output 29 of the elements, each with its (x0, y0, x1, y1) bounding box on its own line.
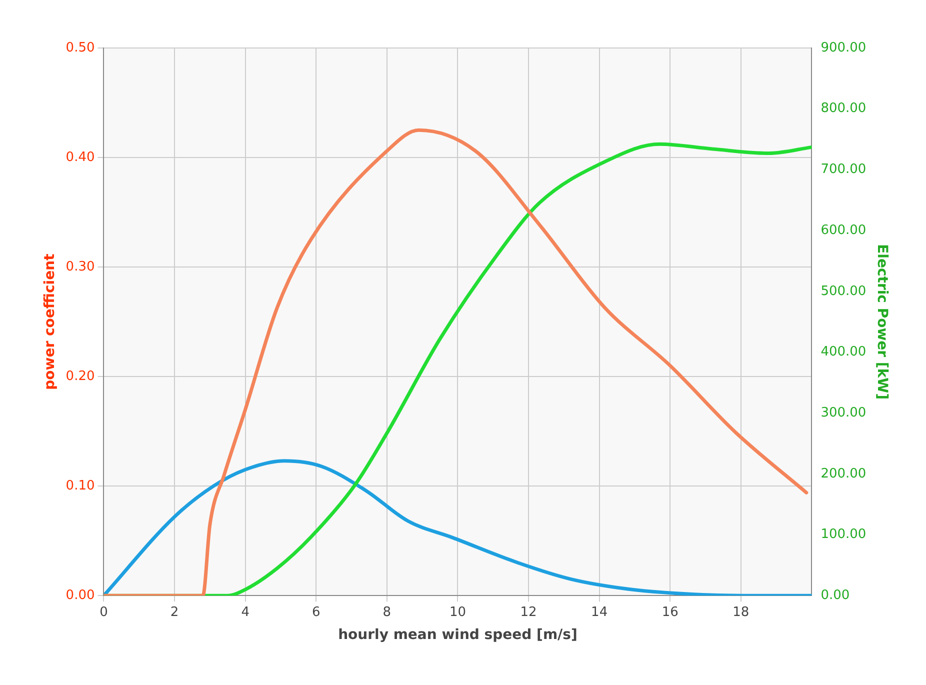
x-tick-label: 16 (662, 604, 678, 620)
x-tick-label: 4 (241, 604, 250, 620)
y-axis-title: power coefficient (42, 253, 58, 390)
x-tick-label: 6 (312, 604, 320, 620)
y-tick-label: 0.10 (66, 478, 95, 494)
y2-tick-label: 700.00 (820, 162, 866, 178)
x-axis-title: hourly mean wind speed [m/s] (338, 627, 578, 644)
y2-tick-label: 500.00 (820, 284, 866, 299)
x-tick-label: 0 (100, 604, 108, 620)
y2-tick-label: 800.00 (820, 101, 866, 116)
y-tick-label: 0.40 (66, 150, 95, 165)
x-tick-label: 12 (520, 604, 537, 620)
x-tick-label: 10 (449, 604, 466, 620)
y-tick-label: 0.00 (66, 588, 95, 603)
y-tick-label: 0.20 (66, 368, 95, 384)
y2-tick-label: 600.00 (820, 222, 866, 238)
x-tick-label: 8 (382, 604, 392, 620)
y-tick-label: 0.30 (66, 259, 95, 274)
y2-tick-label: 400.00 (820, 344, 866, 360)
y2-tick-label: 100.00 (820, 527, 866, 542)
y2-tick-label: 900.00 (820, 40, 866, 56)
x-tick-label: 14 (591, 604, 608, 620)
y2-axis-title: Electric Power [kW] (874, 244, 890, 400)
y-tick-label: 0.50 (66, 40, 95, 56)
x-tick-label: 2 (170, 604, 179, 620)
x-tick-label: 18 (732, 604, 750, 620)
y2-tick-label: 200.00 (820, 466, 866, 482)
y2-tick-label: 0.00 (820, 588, 850, 603)
y2-tick-label: 300.00 (820, 405, 866, 420)
